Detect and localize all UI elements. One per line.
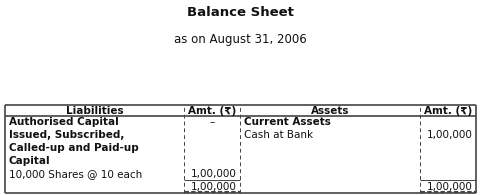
Text: Assets: Assets [310,105,348,116]
Text: Called-up and Paid-up: Called-up and Paid-up [9,143,138,153]
Text: 1,00,000: 1,00,000 [191,169,236,179]
Text: Cash at Bank: Cash at Bank [244,130,313,140]
Text: –: – [209,117,215,127]
Text: Capital: Capital [9,156,50,166]
Text: Amt. (₹): Amt. (₹) [423,105,471,116]
Text: 1,00,000: 1,00,000 [426,130,471,140]
Text: 1,00,000: 1,00,000 [426,182,471,192]
Text: Authorised Capital: Authorised Capital [9,117,118,127]
Text: as on August 31, 2006: as on August 31, 2006 [174,33,306,46]
Text: Liabilities: Liabilities [65,105,123,116]
Text: Amt. (₹): Amt. (₹) [188,105,236,116]
Text: Current Assets: Current Assets [244,117,331,127]
Text: 10,000 Shares @ 10 each: 10,000 Shares @ 10 each [9,169,142,179]
Text: Balance Sheet: Balance Sheet [187,6,293,19]
Text: Issued, Subscribed,: Issued, Subscribed, [9,130,124,140]
Text: 1,00,000: 1,00,000 [191,182,236,192]
